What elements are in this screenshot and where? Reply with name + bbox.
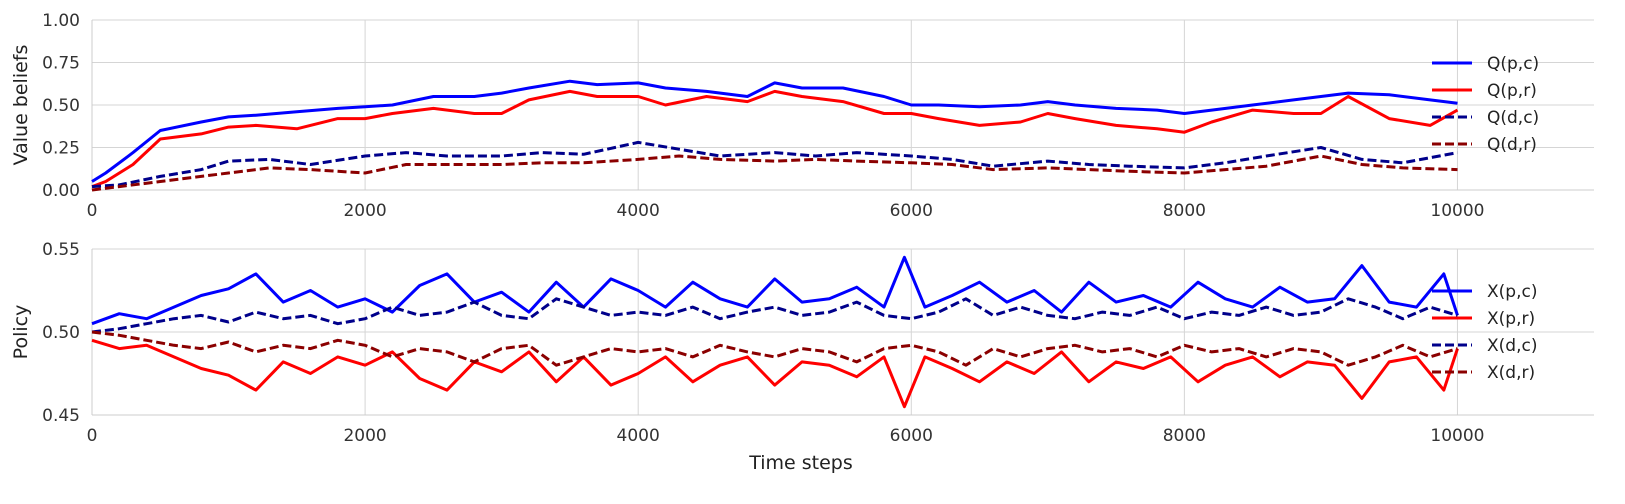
series-line-xpc: [91, 255, 1459, 326]
legend-label: X(p,c): [1487, 282, 1537, 302]
legend-label: Q(p,c): [1487, 54, 1539, 74]
legend-label: Q(d,r): [1487, 135, 1537, 155]
y-tick-label: 0.00: [42, 181, 80, 201]
y-tick-label: 0.45: [42, 406, 80, 426]
series-line-qpr: [91, 89, 1459, 189]
series-line-xdr: [91, 330, 1458, 367]
series-line-qpc: [91, 79, 1458, 183]
series-line-xpr: [91, 338, 1459, 409]
y-tick-label: 0.55: [42, 240, 80, 260]
x-tick-label: 8000: [1163, 201, 1206, 221]
y-tick-label: 0.25: [42, 139, 80, 159]
series-line-qdc: [91, 140, 1458, 189]
legend-label: X(p,r): [1487, 309, 1535, 329]
y-axis-label: Policy: [10, 305, 32, 360]
legend-label: Q(d,c): [1487, 108, 1539, 128]
y-tick-label: 0.75: [42, 54, 80, 74]
policy-panel: 0 2000 4000 6000 8000 10000 0.45 0.50 0.55 Policy…: [10, 240, 1594, 474]
x-tick-label: 6000: [890, 201, 933, 221]
legend: X(p,c) X(p,r) X(d,c) X(d,r): [1432, 282, 1537, 383]
series-line-qdr: [91, 154, 1458, 192]
y-axis-label: Value beliefs: [10, 45, 32, 166]
x-tick-label: 4000: [617, 426, 660, 446]
legend-label: X(d,r): [1487, 363, 1535, 383]
x-axis-label: Time steps: [748, 452, 853, 474]
series-line-xdc: [91, 297, 1458, 334]
x-tick-label: 0: [87, 426, 98, 446]
x-tick-label: 2000: [343, 201, 386, 221]
x-tick-label: 4000: [617, 201, 660, 221]
legend-label: Q(p,r): [1487, 81, 1537, 101]
x-tick-label: 8000: [1163, 426, 1206, 446]
value-beliefs-panel: 0 2000 4000 6000 8000 10000 0.00 0.25 0.50 0.75 1.…: [10, 11, 1594, 221]
x-tick-label: 10000: [1430, 201, 1484, 221]
legend-label: X(d,c): [1487, 336, 1537, 356]
y-tick-label: 0.50: [42, 96, 80, 116]
x-tick-label: 10000: [1430, 426, 1484, 446]
legend: Q(p,c) Q(p,r) Q(d,c) Q(d,r): [1432, 54, 1539, 155]
x-tick-label: 0: [87, 201, 98, 221]
x-tick-label: 2000: [343, 426, 386, 446]
x-tick-label: 6000: [890, 426, 933, 446]
y-tick-label: 1.00: [42, 11, 80, 31]
y-tick-label: 0.50: [42, 323, 80, 343]
